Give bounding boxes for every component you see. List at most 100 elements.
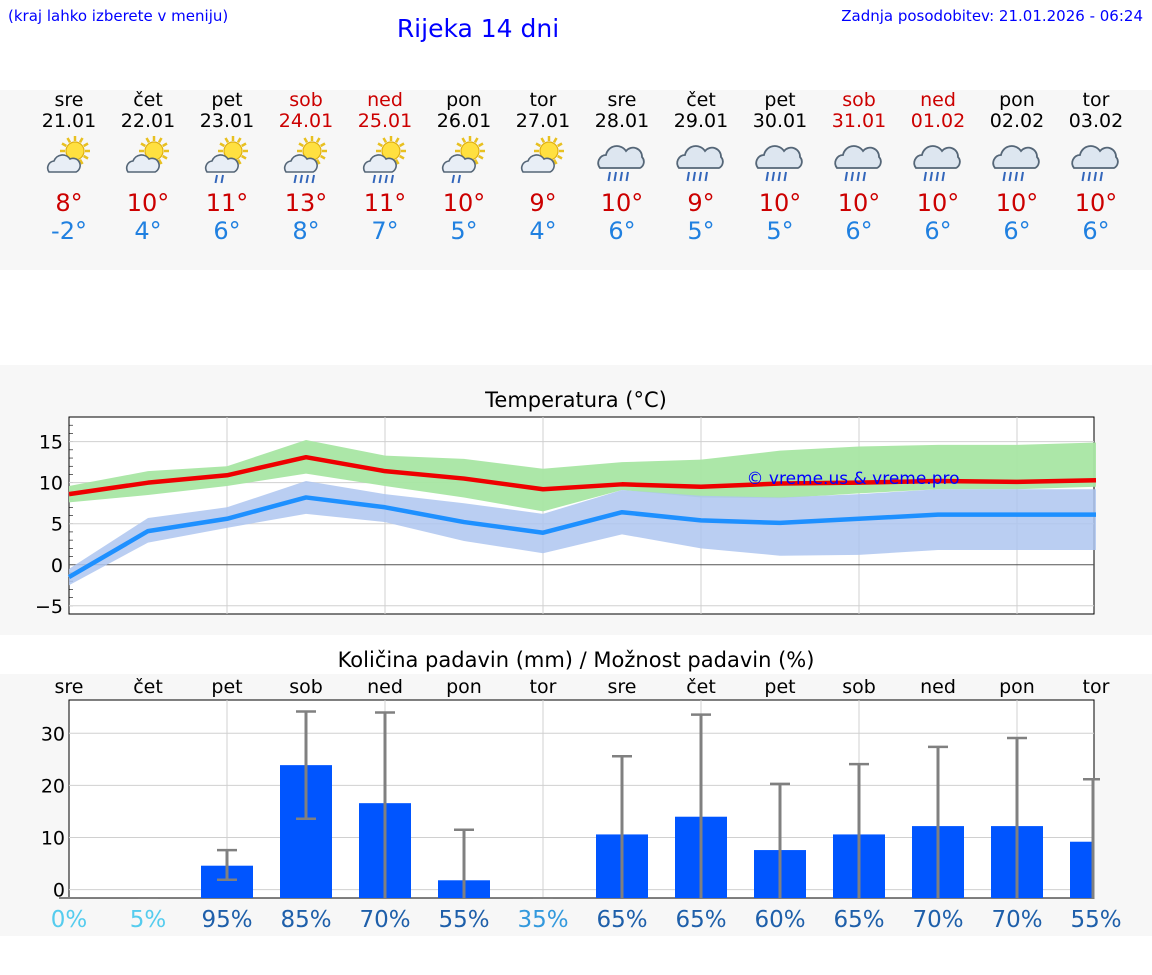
y-tick-label: 10: [41, 827, 65, 849]
forecast-day: pet 23.01 11° 6°: [188, 90, 267, 245]
temp-min: 6°: [924, 217, 952, 245]
day-name: pon: [999, 89, 1035, 111]
day-name: ned: [920, 89, 956, 111]
precip-probability: 85%: [280, 907, 331, 933]
forecast-day: sre 28.01 10° 6°: [583, 90, 662, 245]
day-name: pon: [446, 89, 482, 111]
day-date: 02.02: [989, 110, 1045, 132]
day-label: sre: [55, 676, 84, 698]
day-label: pon: [999, 676, 1035, 698]
precip-probability: 0%: [51, 907, 88, 933]
precip-probability: 35%: [517, 907, 568, 933]
temp-max: 8°: [55, 189, 83, 217]
day-label: sre: [608, 676, 637, 698]
cloud-rain-icon: [673, 136, 729, 186]
region-hint: (kraj lahko izberete v meniju): [8, 7, 229, 25]
day-label: sob: [289, 676, 323, 698]
day-name: čet: [133, 89, 163, 111]
temp-max: 10°: [600, 189, 644, 217]
temp-max: 10°: [995, 189, 1039, 217]
precip-probability: 70%: [991, 907, 1042, 933]
day-label: čet: [686, 676, 716, 698]
min-range-band: [69, 481, 1096, 586]
temperature-chart-title: Temperatura (°C): [485, 388, 667, 412]
day-name: čet: [686, 89, 716, 111]
day-name: pet: [764, 89, 796, 111]
day-label: pon: [446, 676, 482, 698]
max-range-band: [69, 439, 1096, 512]
day-date: 23.01: [199, 110, 255, 132]
day-date: 26.01: [436, 110, 492, 132]
y-tick-label: −5: [35, 596, 63, 618]
day-date: 29.01: [673, 110, 729, 132]
temp-min: 4°: [529, 217, 557, 245]
precip-probability: 70%: [359, 907, 410, 933]
day-label: sob: [842, 676, 876, 698]
sun-cloud-icon: [515, 136, 571, 186]
cloud-rain-icon: [594, 136, 650, 186]
forecast-day: tor 03.02 10° 6°: [1057, 90, 1136, 245]
min-temp-line: [67, 495, 1096, 580]
cloud-rain-icon: [910, 136, 966, 186]
sun-cloud-icon: [41, 136, 97, 186]
temp-max: 13°: [284, 189, 328, 217]
day-label: tor: [530, 676, 557, 698]
forecast-day: pon 26.01 10° 5°: [425, 90, 504, 245]
temp-max: 9°: [529, 189, 557, 217]
temp-max: 10°: [916, 189, 960, 217]
max-temp-line: [68, 454, 1097, 497]
y-tick-label: 20: [41, 775, 65, 797]
sun-cloud-light-rain-icon: [436, 136, 492, 186]
forecast-day: sob 24.01 13° 8°: [267, 90, 346, 245]
temp-min: 7°: [371, 217, 399, 245]
precip-probability: 65%: [833, 907, 884, 933]
precip-probability: 55%: [1070, 907, 1121, 933]
temp-max: 10°: [442, 189, 486, 217]
temp-max: 10°: [758, 189, 802, 217]
precip-probability: 60%: [754, 907, 805, 933]
precip-probability: 95%: [201, 907, 252, 933]
y-tick-label: 15: [39, 432, 63, 454]
separator: [0, 365, 1152, 370]
y-tick-label: 5: [51, 514, 63, 536]
temp-min: -2°: [51, 217, 87, 245]
forecast-day: pon 02.02 10° 6°: [978, 90, 1057, 245]
day-label: ned: [920, 676, 956, 698]
precip-bar: [1070, 841, 1094, 898]
day-date: 21.01: [41, 110, 97, 132]
last-update: Zadnja posodobitev: 21.01.2026 - 06:24: [841, 7, 1143, 25]
day-name: sre: [54, 89, 84, 111]
y-tick-label: 0: [51, 555, 63, 577]
day-label: čet: [133, 676, 163, 698]
temp-min: 6°: [1003, 217, 1031, 245]
day-name: pet: [211, 89, 243, 111]
temp-max: 9°: [687, 189, 715, 217]
day-name: tor: [529, 89, 557, 111]
day-name: sob: [289, 89, 323, 111]
temp-max: 10°: [1074, 189, 1118, 217]
day-label: tor: [1083, 676, 1110, 698]
temp-min: 6°: [608, 217, 636, 245]
sun-cloud-icon: [120, 136, 176, 186]
temp-min: 6°: [1082, 217, 1110, 245]
temp-max: 11°: [205, 189, 249, 217]
temp-min: 8°: [292, 217, 320, 245]
day-date: 24.01: [278, 110, 334, 132]
cloud-rain-icon: [752, 136, 808, 186]
day-date: 03.02: [1068, 110, 1124, 132]
daily-forecast-strip: sre 21.01 8° -2° čet 22.01 10° 4° pet 23.01 11° 6° s…: [0, 90, 1152, 270]
day-name: tor: [1082, 89, 1110, 111]
sun-cloud-rain-icon: [278, 136, 334, 186]
temp-min: 4°: [134, 217, 162, 245]
forecast-day: čet 29.01 9° 5°: [662, 90, 741, 245]
day-date: 30.01: [752, 110, 808, 132]
temp-min: 5°: [687, 217, 715, 245]
day-date: 01.02: [910, 110, 966, 132]
precip-probability: 5%: [130, 907, 167, 933]
y-tick-label: 10: [39, 473, 63, 495]
sun-cloud-light-rain-icon: [199, 136, 255, 186]
day-date: 28.01: [594, 110, 650, 132]
watermark: © vreme.us & vreme.pro: [746, 469, 959, 489]
precip-probability: 55%: [438, 907, 489, 933]
temp-min: 6°: [845, 217, 873, 245]
